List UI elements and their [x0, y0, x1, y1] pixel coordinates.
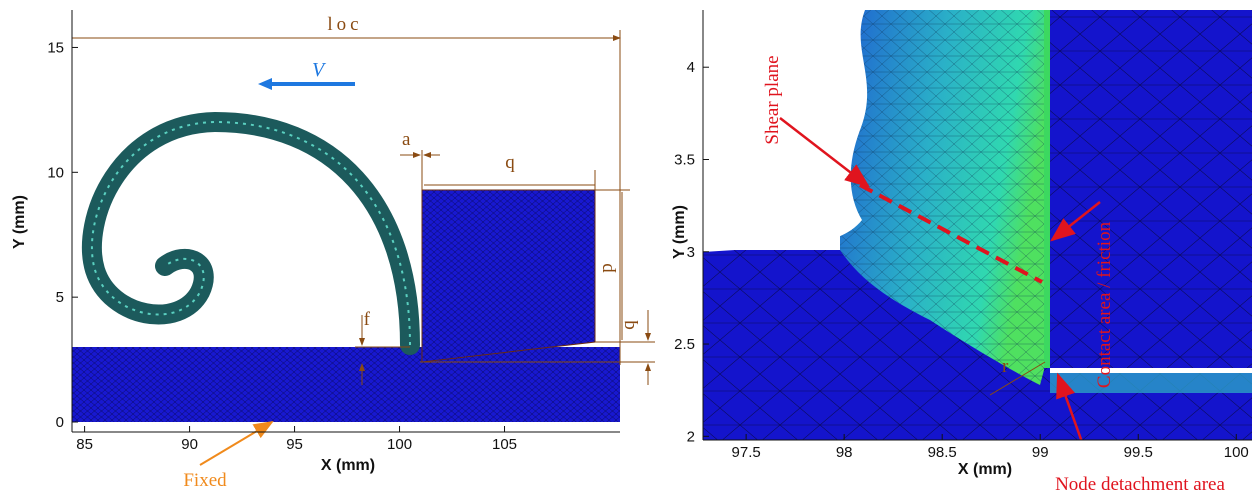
- y-tick-label: 4: [687, 59, 695, 76]
- y-tick-label: 0: [56, 414, 64, 431]
- node-detachment-label: Node detachment area: [1055, 474, 1225, 495]
- x-tick-label: 90: [181, 436, 198, 453]
- y-tick-label: 10: [47, 164, 64, 181]
- shear-plane-label: Shear plane: [762, 55, 783, 144]
- x-tick-label: 97.5: [732, 444, 761, 461]
- x-tick-label: 100: [387, 436, 412, 453]
- f-label: f: [364, 309, 371, 330]
- tool: [422, 190, 595, 362]
- workpiece: [72, 347, 620, 422]
- x-tick-label: 85: [76, 436, 93, 453]
- tool: [1044, 10, 1252, 368]
- x-tick-label: 98: [836, 444, 853, 461]
- x-tick-label: 95: [286, 436, 303, 453]
- y-axis-label: Y (mm): [671, 205, 688, 259]
- x-tick-label: 99.5: [1124, 444, 1153, 461]
- left-panel: loc V a q p f q Fixed X (mm) Y (mm): [11, 10, 655, 491]
- y-tick-label: 2.5: [674, 336, 695, 353]
- figure: loc V a q p f q Fixed X (mm) Y (mm) r Sh…: [0, 0, 1252, 497]
- x-axis-label: X (mm): [321, 457, 375, 474]
- y-axis-label: Y (mm): [11, 195, 28, 249]
- y-tick-label: 2: [687, 428, 695, 445]
- x-axis-label: X (mm): [958, 461, 1012, 478]
- y-tick-label: 3: [687, 244, 695, 261]
- y-tick-label: 15: [47, 39, 64, 56]
- velocity-label: V: [312, 59, 327, 81]
- contact-label: Contact area / friction: [1094, 221, 1115, 388]
- chip: [92, 122, 410, 345]
- x-tick-label: 105: [492, 436, 517, 453]
- tool-edge: [1044, 10, 1050, 368]
- surface-layer: [1050, 373, 1252, 393]
- fixed-label: Fixed: [183, 470, 227, 491]
- p-label: p: [596, 263, 617, 273]
- x-tick-label: 98.5: [928, 444, 957, 461]
- r-label: r: [1002, 356, 1009, 377]
- free-space: [703, 10, 867, 252]
- x-tick-label: 99: [1032, 444, 1049, 461]
- q-side-label: q: [618, 320, 639, 330]
- right-panel: r: [703, 10, 1252, 470]
- a-label: a: [402, 129, 411, 150]
- gap: [1050, 368, 1252, 373]
- q-label: q: [505, 152, 515, 173]
- velocity-arrow-head: [258, 78, 272, 90]
- y-tick-label: 3.5: [674, 151, 695, 168]
- x-tick-label: 100: [1224, 444, 1249, 461]
- loc-label: loc: [327, 14, 362, 35]
- fixed-arrow: [200, 422, 272, 465]
- y-tick-label: 5: [56, 289, 64, 306]
